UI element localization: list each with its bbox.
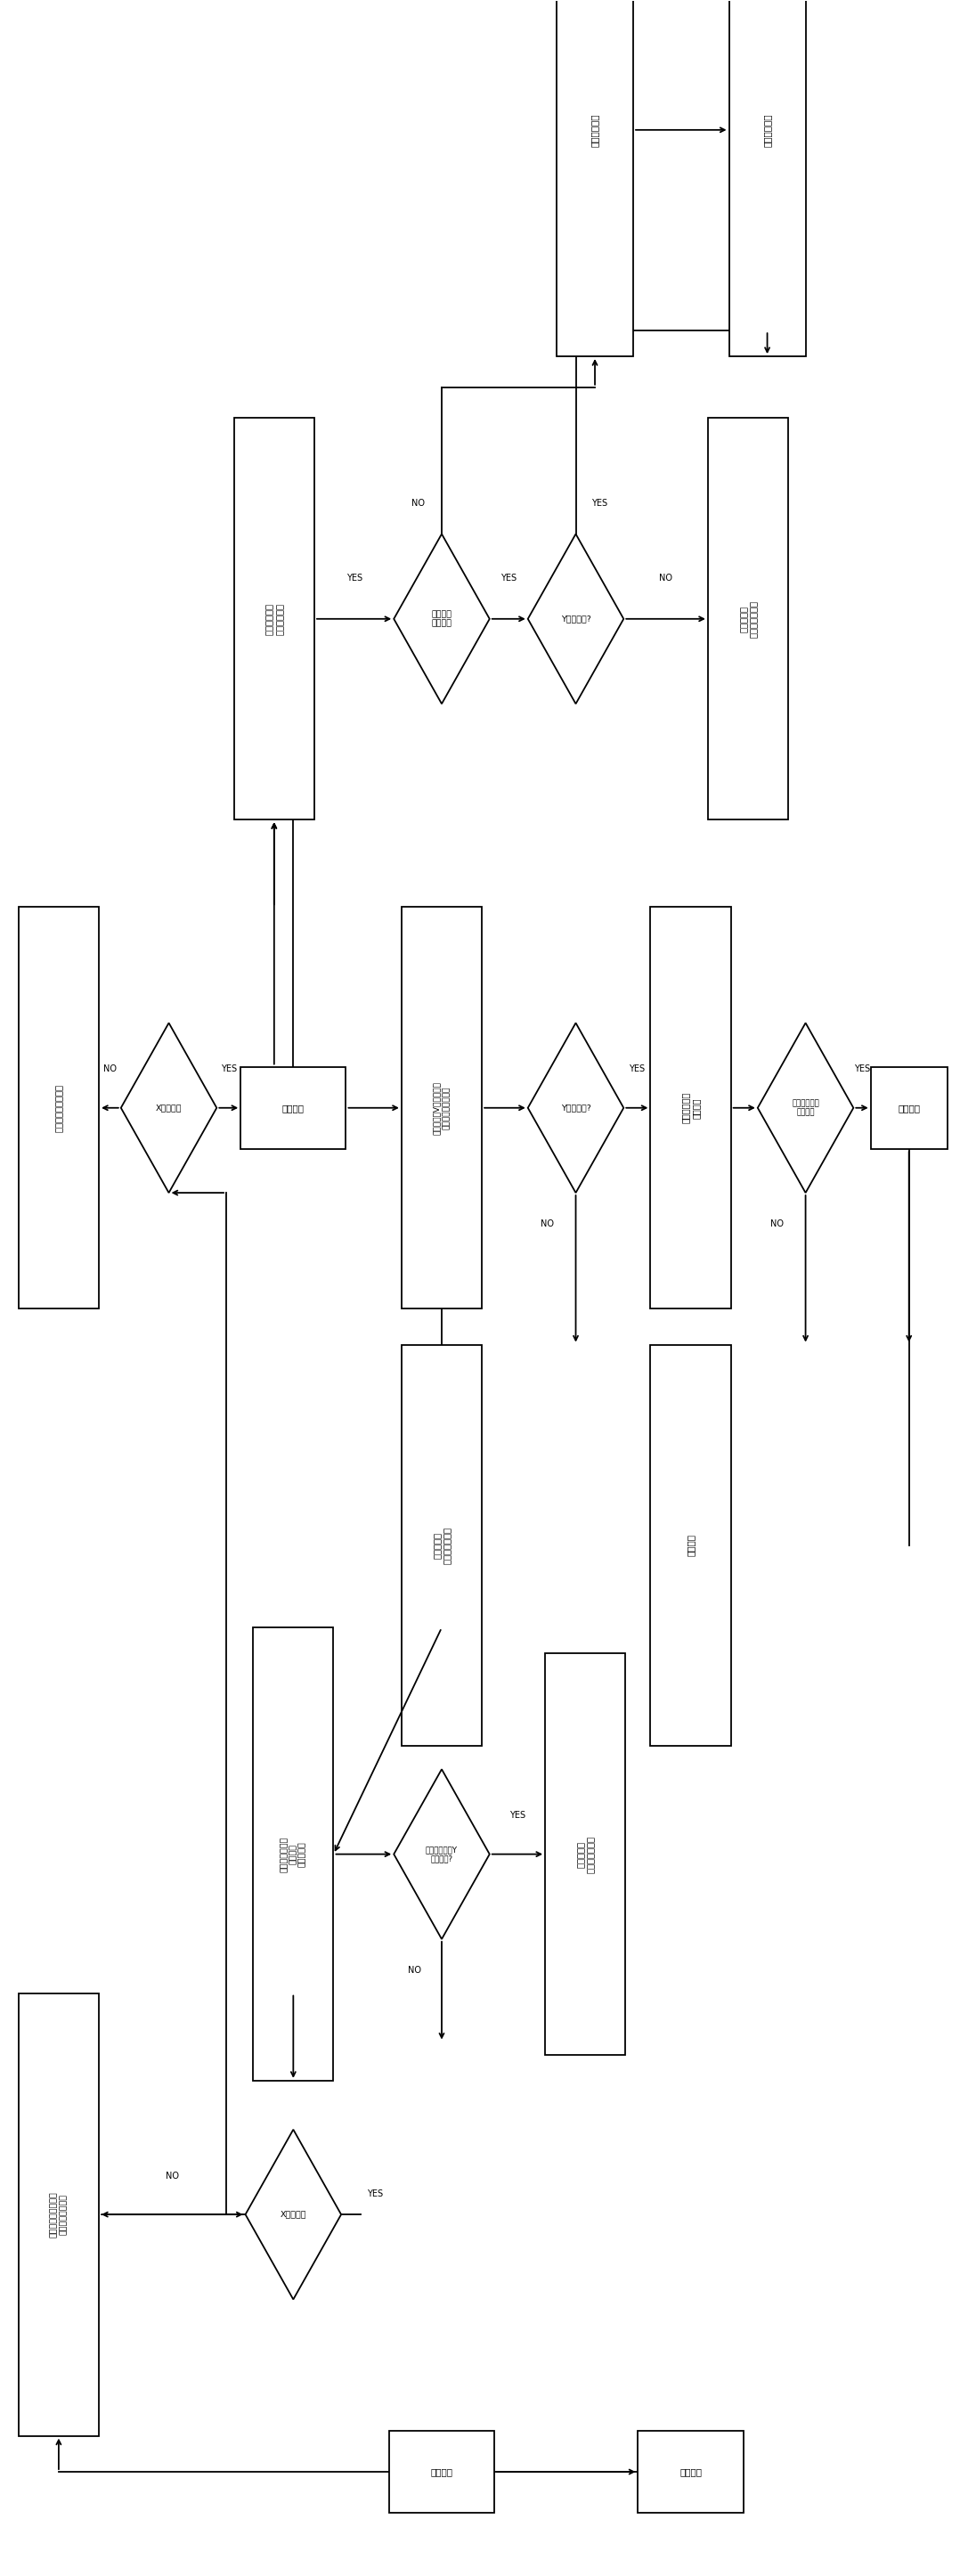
Text: YES: YES (629, 1064, 645, 1074)
Text: YES: YES (509, 1811, 525, 1821)
Text: X延时完成: X延时完成 (280, 2210, 306, 2218)
Text: YES: YES (854, 1064, 870, 1074)
Polygon shape (528, 1023, 624, 1193)
Text: NO: NO (408, 1965, 421, 1973)
Bar (545, 1654, 626, 2056)
Bar (401, 907, 482, 1309)
Text: YES: YES (346, 574, 362, 582)
Polygon shape (394, 1770, 490, 1940)
Text: YES: YES (221, 1064, 237, 1074)
Bar (708, 417, 788, 819)
Text: 一次上电: 一次上电 (431, 2468, 453, 2476)
Bar (729, 0, 805, 355)
Bar (651, 1345, 731, 1747)
Polygon shape (246, 2130, 341, 2300)
Text: NO: NO (104, 1064, 116, 1074)
Text: X延时完成: X延时完成 (156, 1105, 182, 1113)
Text: 合闸时完成以Y
延时完成?: 合闸时完成以Y 延时完成? (425, 1847, 458, 1862)
Bar (401, 1345, 482, 1747)
Polygon shape (394, 533, 490, 703)
Bar (389, 2432, 494, 2514)
Bar (18, 1994, 99, 2437)
Text: YES: YES (591, 500, 608, 507)
Text: Y延时完成?: Y延时完成? (561, 616, 590, 623)
Text: 设置隔频开关
间隔时间: 设置隔频开关 间隔时间 (681, 1092, 700, 1123)
Text: YES: YES (367, 2190, 383, 2197)
Polygon shape (528, 533, 624, 703)
Text: NO: NO (540, 1218, 554, 1229)
Bar (234, 417, 314, 819)
Bar (557, 0, 634, 355)
Text: 开出分闸并
隔频同来电合闸: 开出分闸并 隔频同来电合闸 (432, 1528, 451, 1564)
Text: 开出合闸: 开出合闸 (282, 1103, 304, 1113)
Text: 过流计数清零: 过流计数清零 (763, 113, 772, 147)
Text: 确认失压: 确认失压 (898, 1103, 920, 1113)
Text: 隔频开关分闸
时间结束: 隔频开关分闸 时间结束 (792, 1100, 819, 1115)
Text: 开出分闸: 开出分闸 (680, 2468, 702, 2476)
Polygon shape (757, 1023, 853, 1193)
Text: 合闸后执行V延时时，以
开关后设线路无故障: 合闸后执行V延时时，以 开关后设线路无故障 (433, 1082, 450, 1133)
Text: NO: NO (411, 500, 424, 507)
Bar (18, 907, 99, 1309)
Text: 如检测到过流
记录过流次数: 如检测到过流 记录过流次数 (265, 603, 284, 634)
Polygon shape (121, 1023, 217, 1193)
Text: YES: YES (501, 574, 516, 582)
Text: NO: NO (770, 1218, 783, 1229)
Bar (253, 1628, 333, 2081)
Text: NO: NO (165, 2172, 179, 2179)
Bar (651, 907, 731, 1309)
Text: 达到过流
设定次数: 达到过流 设定次数 (431, 611, 452, 626)
Text: 隔频分闸: 隔频分闸 (686, 1535, 695, 1556)
Bar (638, 2432, 743, 2514)
Text: 如检测到零过压
自动启动
如过压延迟: 如检测到零过压 自动启动 如过压延迟 (280, 1837, 306, 1873)
Bar (241, 1066, 346, 1149)
Bar (871, 1066, 948, 1149)
Text: 合闸前执行这时，以
开关机检测无故障: 合闸前执行这时，以 开关机检测无故障 (50, 2192, 67, 2239)
Text: NO: NO (660, 574, 672, 582)
Text: 反向送电、隔频合闸: 反向送电、隔频合闸 (54, 1084, 63, 1131)
Text: 开出分闸并
隔频同来电合闸: 开出分闸并 隔频同来电合闸 (576, 1837, 595, 1873)
Text: 开出分闸并
隔频同来电合闸: 开出分闸并 隔频同来电合闸 (738, 600, 757, 639)
Text: 过流计数超时: 过流计数超时 (590, 113, 599, 147)
Text: Y延时完成?: Y延时完成? (561, 1105, 590, 1113)
